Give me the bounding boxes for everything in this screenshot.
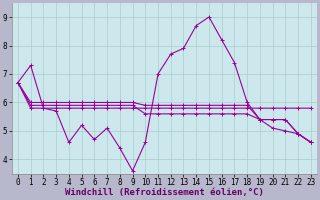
X-axis label: Windchill (Refroidissement éolien,°C): Windchill (Refroidissement éolien,°C) [65, 188, 264, 197]
